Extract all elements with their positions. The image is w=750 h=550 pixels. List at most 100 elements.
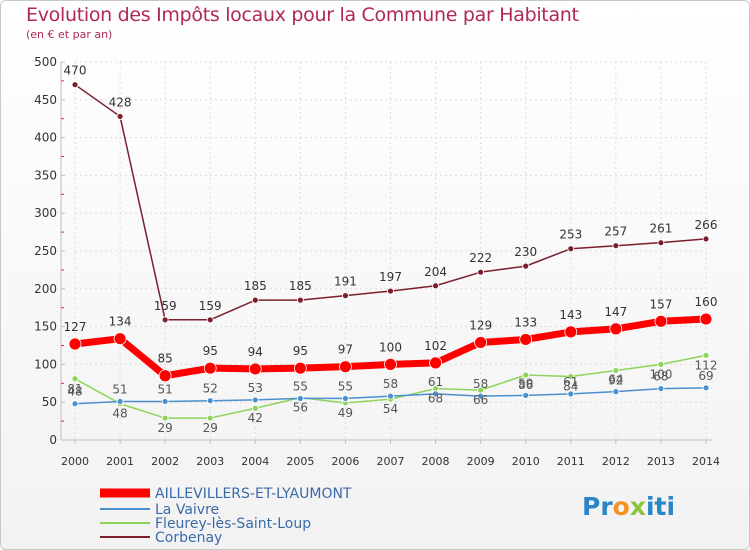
data-point: [474, 336, 488, 349]
data-label: 147: [604, 305, 627, 319]
data-label: 68: [428, 392, 443, 406]
data-point: [522, 262, 530, 270]
data-label: 66: [473, 393, 488, 407]
x-tick-label: 2003: [196, 455, 224, 468]
x-tick-label: 2006: [331, 455, 359, 468]
data-label: 133: [514, 315, 537, 329]
data-point: [342, 292, 349, 300]
data-point: [519, 333, 533, 346]
data-point: [71, 375, 79, 383]
data-label: 222: [469, 251, 492, 265]
data-label: 49: [338, 406, 353, 420]
data-point: [657, 360, 665, 368]
data-label: 102: [424, 339, 447, 353]
data-point: [342, 395, 349, 402]
proxiti-logo: Proxiti: [582, 492, 675, 521]
data-point: [161, 398, 169, 405]
data-point: [702, 384, 710, 392]
data-label: 85: [158, 352, 173, 366]
data-point: [384, 357, 397, 371]
data-point: [206, 316, 214, 324]
x-tick-label: 2010: [512, 455, 540, 468]
data-point: [567, 373, 575, 380]
data-point: [251, 404, 259, 412]
legend-label: AILLEVILLERS-ET-LYAUMONT: [155, 486, 352, 502]
data-label: 143: [559, 308, 582, 322]
logo-part: iti: [645, 492, 676, 521]
data-point: [567, 390, 575, 398]
x-tick-label: 2008: [422, 455, 450, 468]
x-tick-label: 2009: [467, 455, 495, 468]
x-tick-label: 2001: [106, 455, 134, 468]
y-tick-label: 50: [42, 395, 57, 409]
data-label: 53: [248, 381, 263, 395]
y-tick-label: 350: [34, 168, 57, 182]
data-point: [203, 361, 217, 375]
data-label: 261: [649, 222, 672, 236]
data-point: [387, 392, 394, 400]
data-point: [477, 268, 485, 276]
data-label: 55: [338, 379, 353, 393]
data-label: 52: [203, 382, 218, 396]
data-label: 48: [67, 385, 82, 399]
data-label: 266: [695, 218, 718, 232]
y-tick-label: 300: [34, 206, 57, 220]
x-tick-label: 2005: [286, 455, 314, 468]
legend-label: Corbenay: [155, 530, 222, 546]
data-label: 134: [109, 315, 132, 329]
data-label: 257: [604, 225, 627, 239]
data-point: [206, 414, 214, 422]
data-point: [293, 361, 307, 375]
data-point: [206, 397, 214, 405]
y-tick-label: 450: [34, 93, 57, 107]
logo-part: x: [629, 492, 646, 521]
x-tick-label: 2004: [241, 455, 269, 468]
data-label: 95: [203, 344, 218, 358]
chart-title: Evolution des Impôts locaux pour la Comm…: [26, 4, 579, 26]
data-point: [158, 369, 172, 383]
data-point: [71, 400, 79, 408]
data-label: 253: [559, 228, 582, 242]
data-label: 159: [199, 299, 222, 313]
data-label: 58: [473, 377, 488, 391]
data-label: 54: [383, 402, 398, 416]
data-label: 185: [244, 279, 267, 293]
data-point: [612, 388, 620, 396]
data-label: 84: [563, 379, 578, 393]
data-point: [567, 245, 575, 253]
data-label: 59: [518, 376, 533, 390]
y-tick-label: 250: [34, 244, 57, 258]
data-point: [113, 332, 127, 346]
legend-label: Fleurey-lès-Saint-Loup: [155, 516, 311, 532]
chart-subtitle: (en € et par an): [26, 28, 113, 41]
x-tick-label: 2012: [602, 455, 630, 468]
data-point: [251, 296, 259, 304]
data-point: [387, 287, 394, 295]
data-label: 58: [383, 377, 398, 391]
data-point: [296, 296, 304, 304]
data-label: 42: [248, 411, 263, 425]
data-point: [657, 239, 665, 247]
x-tick-label: 2002: [151, 455, 179, 468]
data-label: 61: [563, 375, 578, 389]
y-tick-label: 200: [34, 282, 57, 296]
data-point: [432, 390, 439, 398]
logo-part: o: [612, 492, 630, 521]
data-point: [564, 325, 578, 339]
data-label: 95: [293, 344, 308, 358]
data-point: [654, 314, 668, 328]
data-point: [248, 362, 262, 376]
data-label: 197: [379, 270, 402, 284]
data-label: 81: [67, 382, 82, 396]
data-point: [116, 398, 124, 405]
data-point: [251, 396, 259, 404]
data-label: 68: [653, 370, 668, 384]
data-label: 29: [158, 421, 173, 435]
logo-part: Pr: [582, 492, 613, 521]
data-label: 69: [698, 369, 713, 383]
legend-label: La Vaivre: [155, 502, 219, 518]
x-tick-label: 2007: [377, 455, 405, 468]
data-point: [522, 391, 530, 399]
data-point: [702, 235, 710, 243]
